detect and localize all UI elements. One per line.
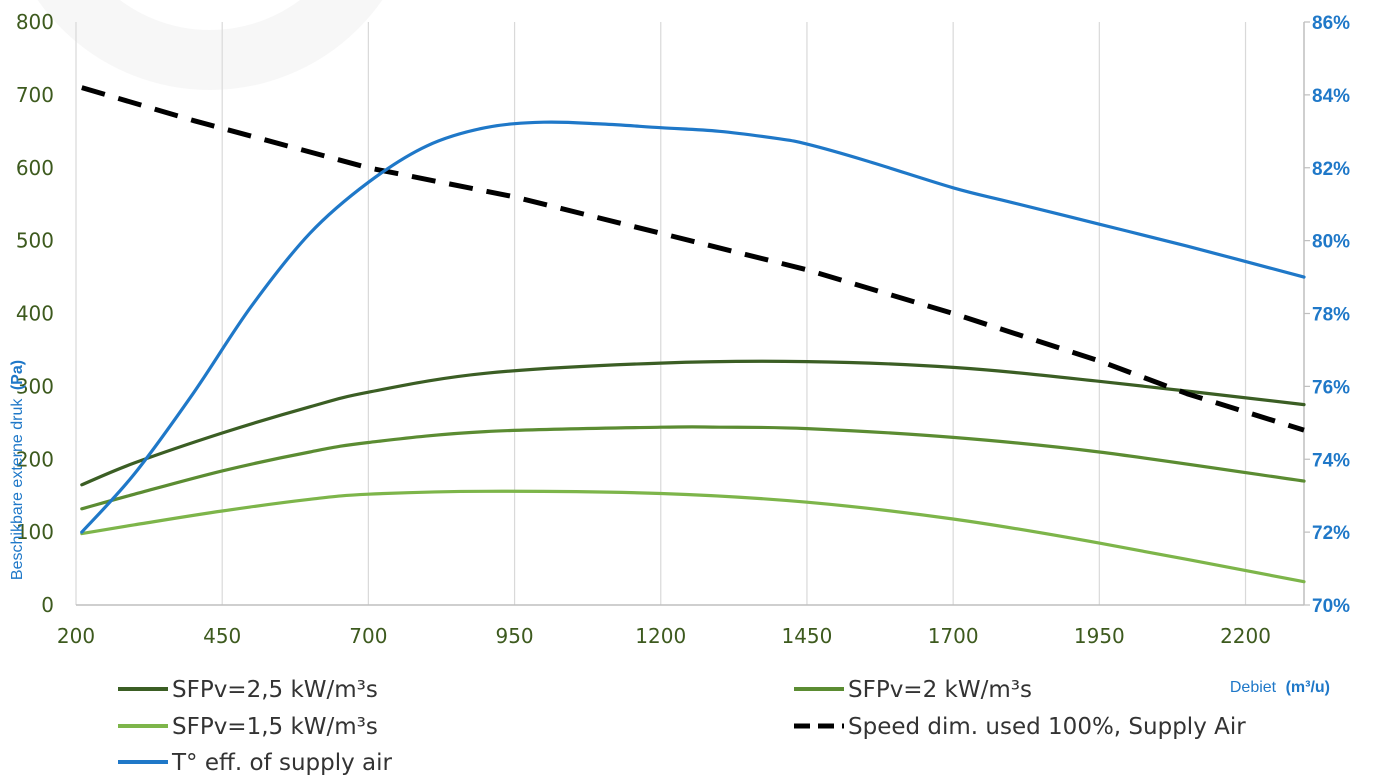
y-axis-label-unit: (Pa) <box>9 360 26 390</box>
y-left-tick-label: 700 <box>16 83 54 107</box>
y-left-tick-label: 100 <box>16 520 54 544</box>
x-axis-ticks: 200 450 700 950 1200 1450 1700 1950 2200 <box>57 624 1271 648</box>
left-axis-ticks: 0 100 200 300 400 500 600 700 800 <box>16 10 54 617</box>
x-tick-label: 700 <box>349 624 387 648</box>
legend-label-2: SFPv=2 kW/m³s <box>848 677 1032 703</box>
svg-text:Beschikbare externe druk: Beschikbare externe druk (Pa) <box>9 360 26 580</box>
y-axis-label-text: Beschikbare externe druk <box>9 398 26 580</box>
series-lines <box>80 85 1306 584</box>
series-line-1 <box>80 359 1306 487</box>
y-right-tick-label: 86% <box>1312 13 1350 34</box>
series-line-5 <box>80 120 1306 534</box>
vertical-grid <box>75 22 1247 605</box>
y-right-tick-label: 76% <box>1312 377 1350 398</box>
x-tick-label: 200 <box>57 624 95 648</box>
y-left-tick-label: 800 <box>16 10 54 34</box>
legend-label-4: Speed dim. used 100%, Supply Air <box>848 714 1246 740</box>
x-tick-label: 450 <box>203 624 241 648</box>
legend: SFPv=2,5 kW/m³s SFPv=2 kW/m³s SFPv=1,5 kW/… <box>118 677 1246 776</box>
series-line-2 <box>80 425 1306 511</box>
y-right-tick-label: 80% <box>1312 232 1350 253</box>
legend-label-5: T° eff. of supply air <box>171 750 393 776</box>
y-right-tick-label: 78% <box>1312 305 1350 326</box>
x-tick-label: 1700 <box>928 624 979 648</box>
x-tick-label: 1950 <box>1074 624 1125 648</box>
y-axis-label: Beschikbare externe druk (Pa) <box>9 360 26 580</box>
x-tick-label: 950 <box>495 624 533 648</box>
y-left-tick-label: 0 <box>41 593 54 617</box>
y-left-tick-label: 300 <box>16 374 54 398</box>
right-axis-ticks: 70% 72% 74% 76% 78% 80% 82% 84% 86% <box>1304 13 1350 617</box>
series-line-4 <box>81 85 1305 433</box>
y-right-tick-label: 72% <box>1312 523 1350 544</box>
y-right-tick-label: 84% <box>1312 86 1350 107</box>
y-left-tick-label: 200 <box>16 447 54 471</box>
y-left-tick-label: 400 <box>16 302 54 326</box>
y-right-tick-label: 70% <box>1312 596 1350 617</box>
x-tick-label: 1450 <box>781 624 832 648</box>
x-tick-label: 2200 <box>1220 624 1271 648</box>
x-axis-label: Debiet (m³/u) <box>1230 679 1330 696</box>
background-watermark-arc <box>37 0 383 90</box>
legend-label-1: SFPv=2,5 kW/m³s <box>172 677 378 703</box>
y-right-tick-label: 74% <box>1312 450 1350 471</box>
legend-label-3: SFPv=1,5 kW/m³s <box>172 714 378 740</box>
series-line-3 <box>80 489 1306 584</box>
x-tick-label: 1200 <box>635 624 686 648</box>
y-left-tick-label: 500 <box>16 229 54 253</box>
x-axis-label-text: Debiet <box>1230 679 1277 696</box>
x-axis-label-unit: (m³/u) <box>1286 679 1330 696</box>
y-right-tick-label: 82% <box>1312 159 1350 180</box>
y-left-tick-label: 600 <box>16 156 54 180</box>
